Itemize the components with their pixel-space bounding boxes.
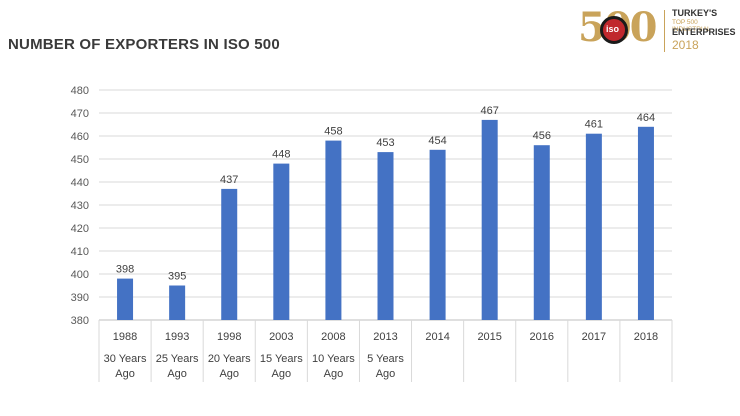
iso500-logo: 500 iso TURKEY'S TOP 500 INDUSTRIAL ENTE… — [578, 4, 738, 56]
x-category-label: 1998 — [217, 331, 241, 343]
y-tick-label: 460 — [71, 131, 89, 143]
data-label: 398 — [116, 264, 134, 276]
bar-2008 — [325, 140, 342, 320]
x-category-label: 2018 — [634, 331, 658, 343]
y-tick-label: 430 — [71, 200, 89, 212]
x-category-label: 2015 — [477, 331, 501, 343]
bar-2013 — [377, 152, 394, 320]
bar-1998 — [221, 188, 238, 320]
x-sublabel: 15 Years Ago — [260, 353, 303, 380]
data-label: 456 — [533, 130, 551, 142]
x-category-label: 2014 — [425, 331, 449, 343]
bar-1993 — [169, 285, 186, 320]
logo-line4: 2018 — [672, 38, 699, 52]
x-category-label: 2003 — [269, 331, 293, 343]
logo-divider — [664, 10, 665, 52]
y-tick-label: 380 — [71, 315, 89, 327]
logo-line3: ENTERPRISES — [672, 27, 736, 37]
data-label: 453 — [376, 137, 394, 149]
y-tick-label: 420 — [71, 223, 89, 235]
y-tick-label: 450 — [71, 154, 89, 166]
data-label: 437 — [220, 174, 238, 186]
x-sublabel: 30 Years Ago — [104, 353, 147, 380]
data-label: 461 — [585, 119, 603, 131]
data-label: 467 — [481, 105, 499, 117]
bar-2017 — [585, 133, 602, 320]
data-label: 448 — [272, 149, 290, 161]
bar-1988 — [117, 278, 134, 320]
data-label: 395 — [168, 271, 186, 283]
x-category-label: 1988 — [113, 331, 137, 343]
y-tick-label: 440 — [71, 177, 89, 189]
bar-2015 — [481, 119, 498, 321]
data-label: 464 — [637, 112, 655, 124]
y-tick-label: 410 — [71, 246, 89, 258]
bar-2018 — [637, 126, 654, 320]
x-category-label: 2016 — [530, 331, 554, 343]
data-label: 454 — [428, 135, 446, 147]
y-tick-label: 390 — [71, 292, 89, 304]
x-sublabel: 25 Years Ago — [156, 353, 199, 380]
bar-2014 — [429, 149, 446, 320]
logo-badge-text: iso — [606, 24, 620, 34]
bar-2016 — [533, 145, 550, 320]
chart-title: NUMBER OF EXPORTERS IN ISO 500 — [8, 36, 280, 53]
bar-2003 — [273, 163, 290, 320]
y-tick-label: 470 — [71, 108, 89, 120]
x-sublabel: 10 Years Ago — [312, 353, 355, 380]
x-sublabel: 5 Years Ago — [367, 353, 404, 380]
x-category-label: 2008 — [321, 331, 345, 343]
y-tick-label: 480 — [71, 85, 89, 97]
y-tick-label: 400 — [71, 269, 89, 281]
logo-line1: TURKEY'S — [672, 8, 718, 18]
x-category-label: 2017 — [582, 331, 606, 343]
x-sublabel: 20 Years Ago — [208, 353, 251, 380]
logo-line2: TOP 500 INDUSTRIAL — [672, 19, 711, 33]
data-label: 458 — [324, 126, 342, 138]
x-category-label: 2013 — [373, 331, 397, 343]
x-category-label: 1993 — [165, 331, 189, 343]
logo-badge: iso — [600, 16, 628, 44]
